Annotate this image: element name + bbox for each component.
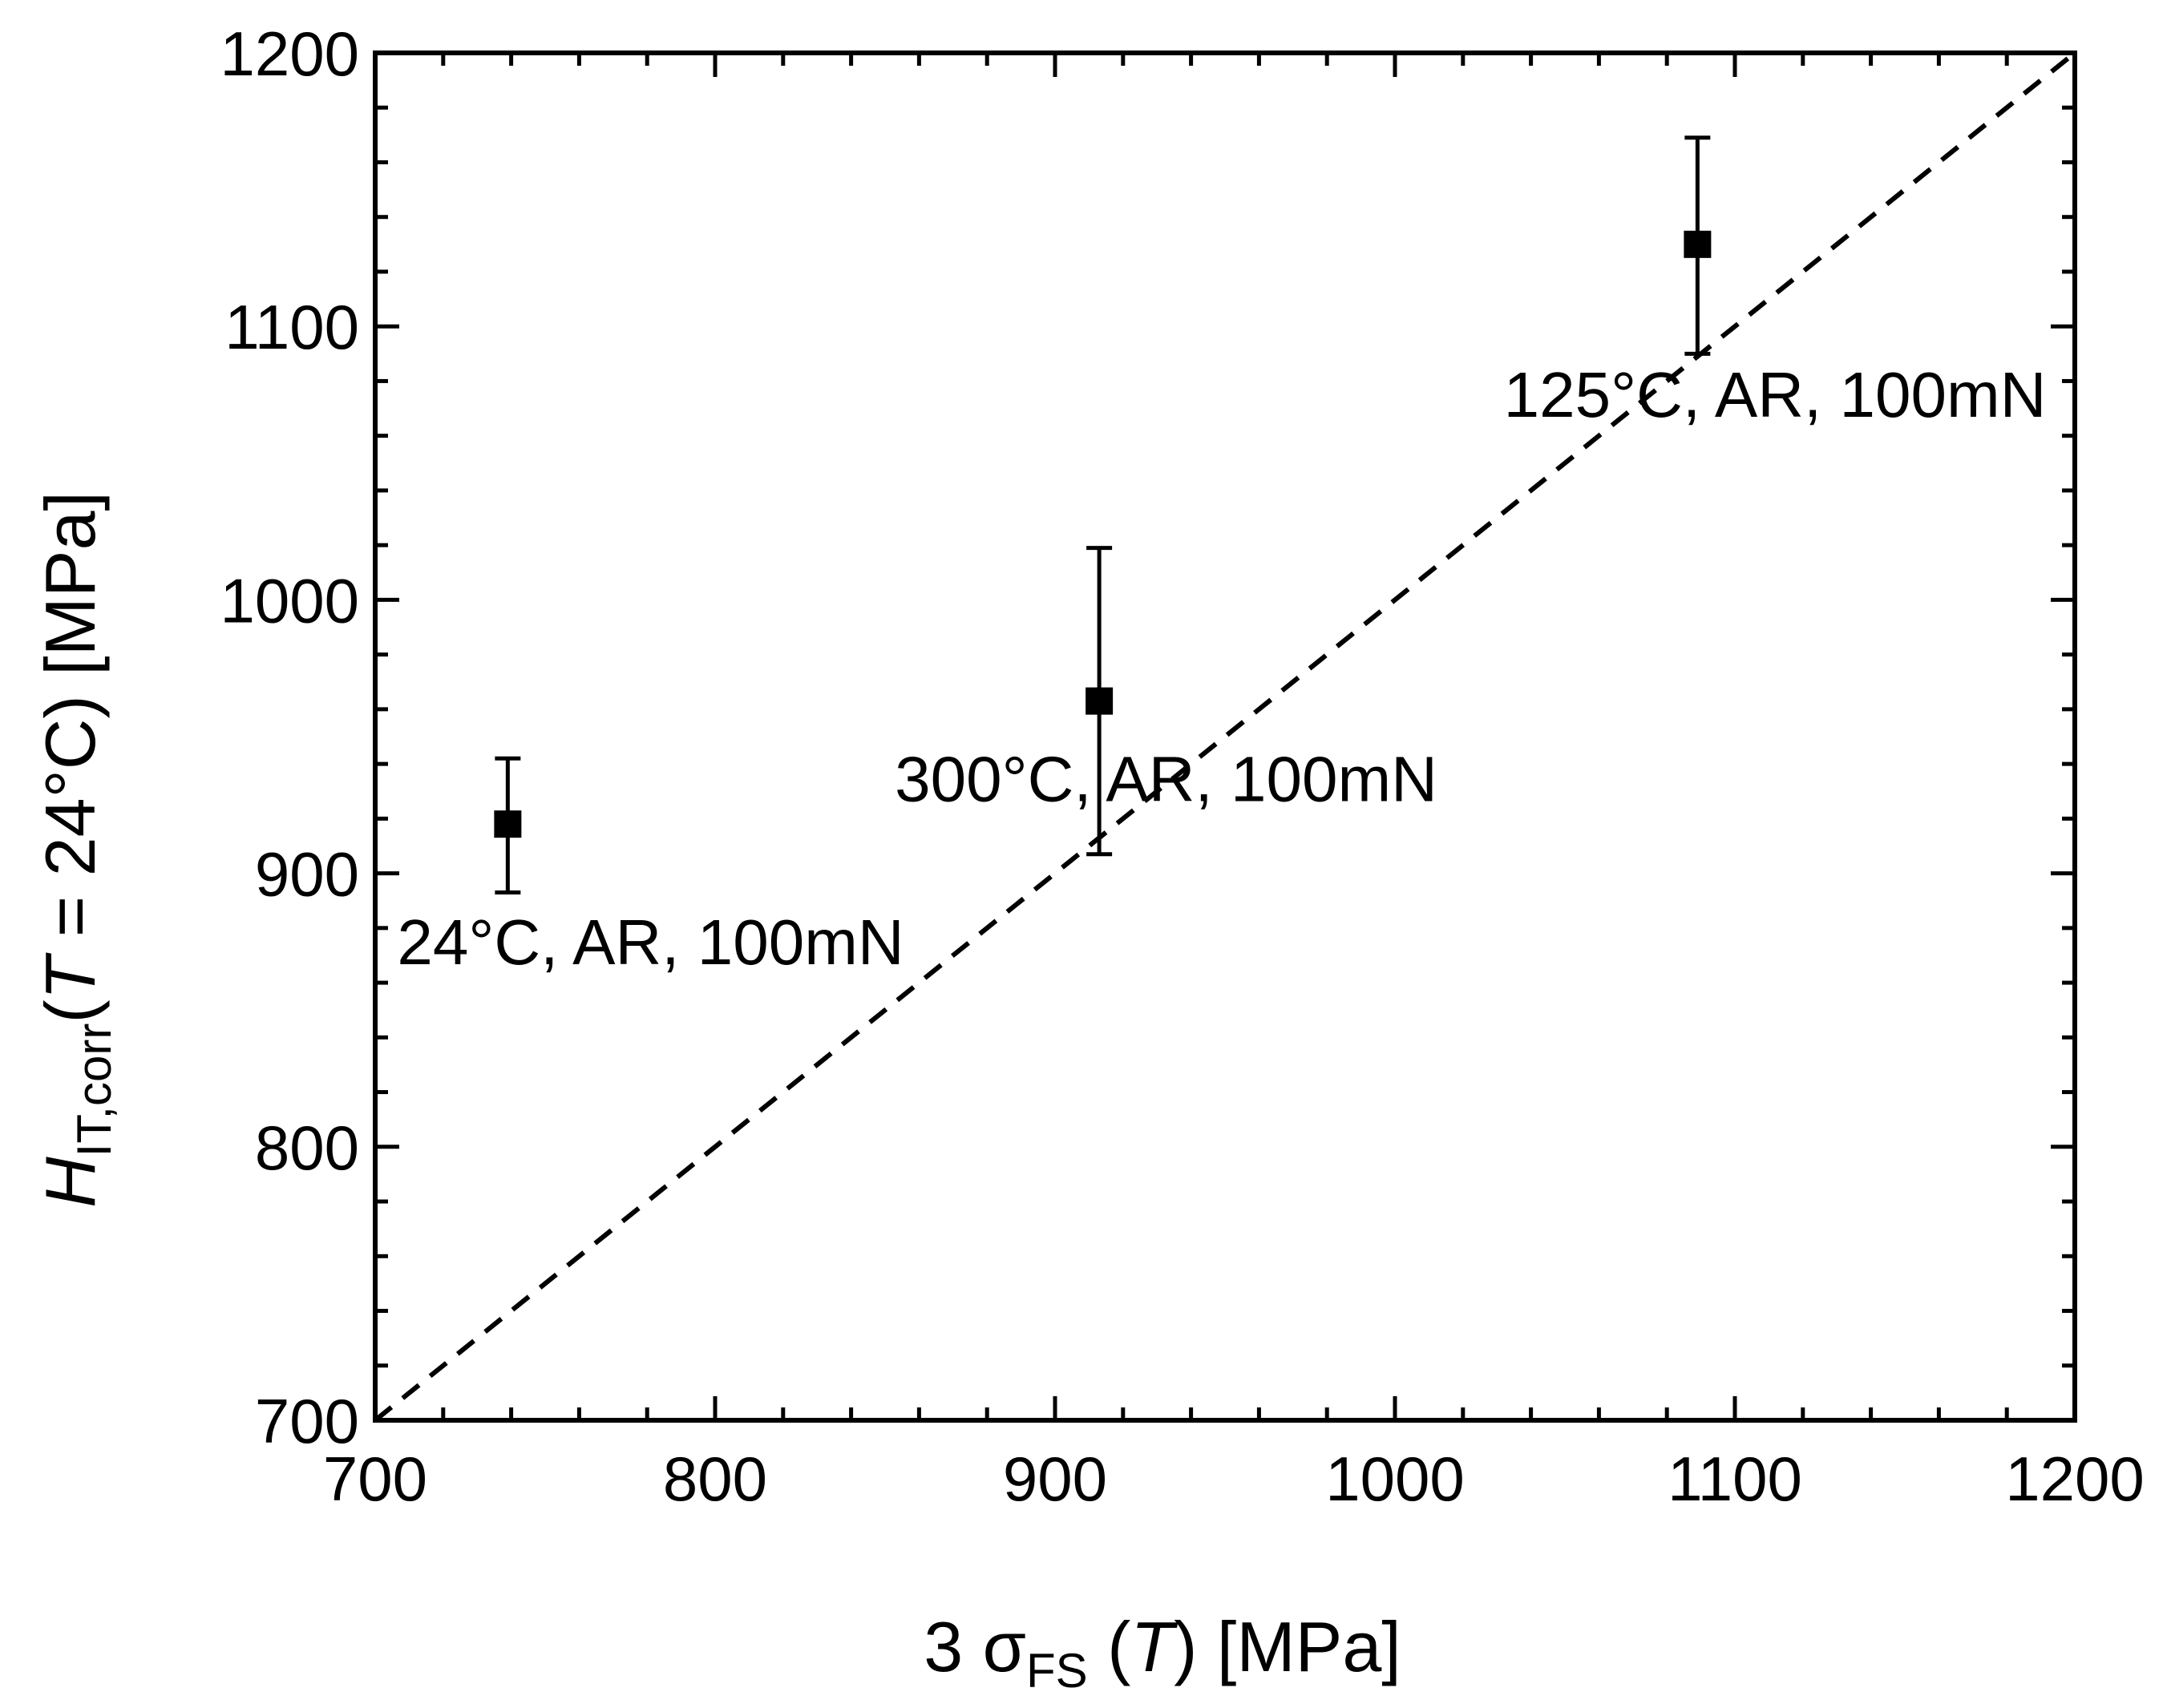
y-tick-label: 1200: [220, 18, 359, 89]
x-tick-label: 1100: [1668, 1444, 1802, 1514]
y-tick-label: 1100: [224, 292, 359, 362]
y-tick-labels: 700 800 900 1000 1100 1200: [220, 18, 359, 1456]
x-tick-label: 1000: [1325, 1444, 1465, 1514]
x-tick-label: 800: [663, 1444, 767, 1514]
y-tick-label: 700: [255, 1386, 359, 1456]
reference-diagonal-line: [374, 50, 2076, 1423]
y-tick-label: 900: [255, 839, 359, 910]
x-tick-labels: 700 800 900 1000 1100 1200: [323, 1444, 2145, 1514]
x-tick-label: 700: [323, 1444, 427, 1514]
x-tick-label: 1200: [2005, 1444, 2145, 1514]
x-axis-title: 3 σFS (T) [MPa]: [924, 1607, 1401, 1698]
data-point: [1684, 230, 1712, 258]
plot-frame: [373, 50, 2077, 1423]
point-annotations: 24°C, AR, 100mN 300°C, AR, 100mN 125°C, AR…: [397, 359, 2046, 978]
data-markers: [494, 230, 1712, 838]
point-label: 300°C, AR, 100mN: [895, 744, 1437, 815]
y-axis-title: HIT,corr(T = 24°C) [MPa]: [30, 491, 121, 1208]
point-label: 24°C, AR, 100mN: [397, 906, 904, 978]
x-tick-label: 900: [1003, 1444, 1107, 1514]
point-label: 125°C, AR, 100mN: [1504, 359, 2047, 430]
data-point: [1086, 687, 1114, 715]
data-point: [494, 810, 522, 838]
y-tick-label: 1000: [220, 565, 359, 636]
y-tick-label: 800: [255, 1112, 359, 1183]
